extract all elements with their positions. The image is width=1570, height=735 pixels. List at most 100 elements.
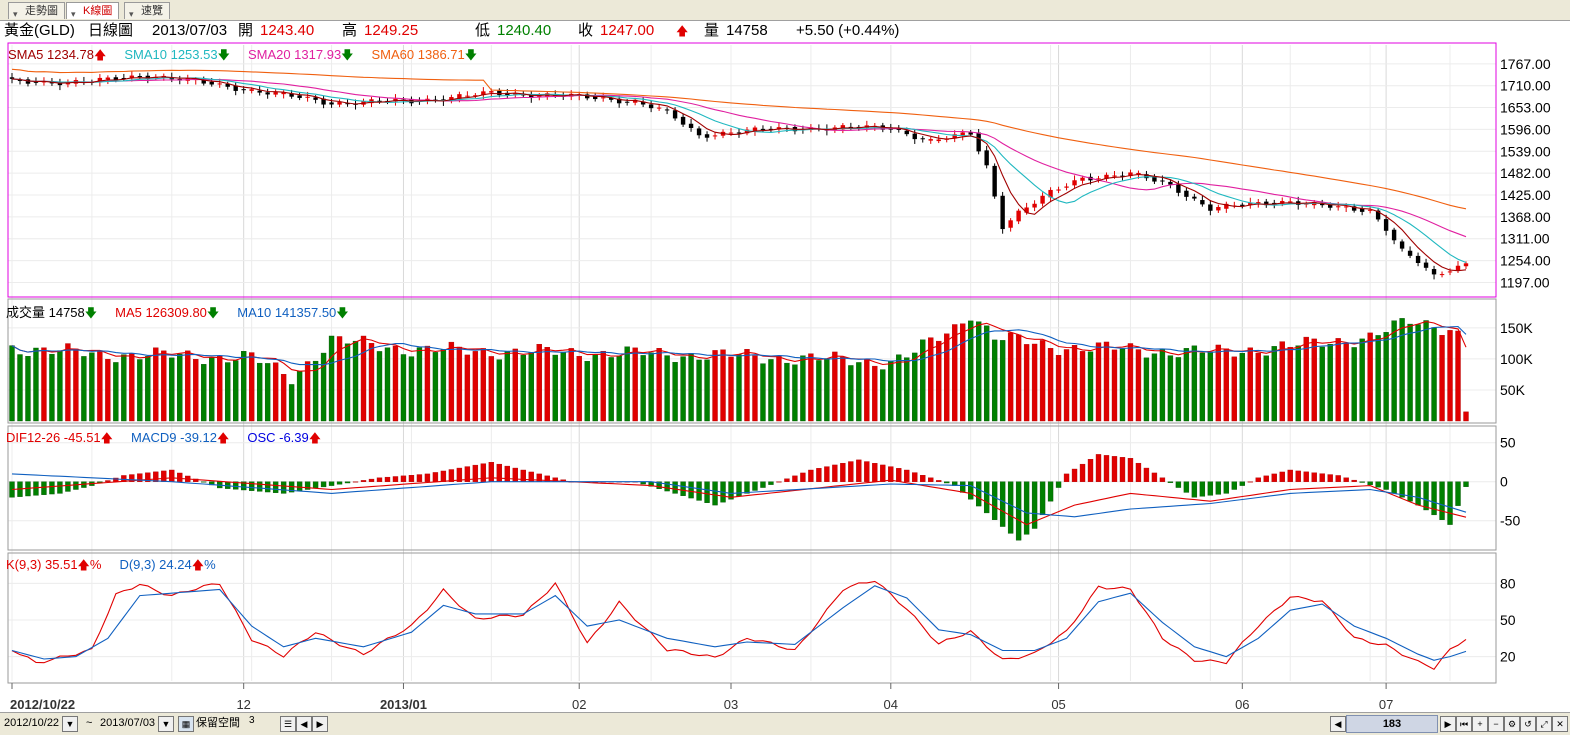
open-value: 1243.40 (260, 22, 315, 39)
osc-bar (41, 481, 47, 495)
volume-bar (760, 363, 766, 422)
volume-bar (472, 351, 479, 422)
osc-bar (280, 481, 287, 494)
close-icon[interactable]: ✕ (1552, 716, 1568, 732)
scroll-next-icon[interactable]: ▶ (1440, 716, 1456, 732)
osc-bar (272, 481, 279, 493)
scroll-left-icon[interactable]: ◀ (296, 716, 312, 732)
zoom-in-icon[interactable]: + (1472, 716, 1488, 732)
candle-body (624, 101, 630, 103)
zoom-out-icon[interactable]: − (1488, 716, 1504, 732)
osc-bar (808, 469, 814, 482)
x-tick-label: 02 (572, 697, 586, 712)
tab-icon: ▾ (129, 9, 134, 19)
volume-panel-frame (7, 298, 1497, 424)
candle-body (17, 80, 23, 82)
osc-bar (416, 474, 423, 482)
candle-body (632, 99, 638, 103)
candle-body (1176, 183, 1181, 193)
volume-bar (1247, 347, 1253, 422)
volume-ma10-line (11, 325, 1467, 366)
volume-bar (129, 353, 135, 422)
tab-overview[interactable]: ▾ 速覽 (124, 2, 170, 19)
kd-tick-label: 20 (1500, 649, 1516, 665)
candle-body (1152, 176, 1157, 182)
candle-body (840, 125, 846, 130)
osc-bar (1359, 481, 1365, 483)
kd-legend: K(9,3) 35.51🡅% D(9,3) 24.24🡅% (6, 556, 234, 577)
macd-legend: DIF12-26 -45.51🡅 MACD9 -39.12🡅 OSC -6.39🡅 (6, 429, 339, 450)
tab-trend-label: 走勢圖 (25, 5, 58, 17)
osc-bar (1191, 481, 1198, 498)
trend-arrow-icon: 🡅 (100, 431, 114, 445)
volume-value: 14758 (726, 22, 768, 39)
symbol-name: 黃金(GLD) (4, 22, 75, 39)
volume-bar (1063, 349, 1070, 422)
volume-legend: 成交量 14758🡇 MA5 126309.80🡇 MA10 141357.50🡇 (6, 302, 367, 325)
low-label: 低 (475, 22, 491, 39)
osc-bar (1079, 463, 1086, 482)
volume-bar (576, 356, 582, 422)
chart-kind: 日線圖 (88, 22, 134, 39)
volume-bar (161, 350, 167, 422)
candle-body (1072, 180, 1077, 186)
price-legend-item: SMA60 1386.71🡇 (372, 47, 478, 62)
volume-bar (9, 345, 15, 422)
osc-bar (672, 481, 678, 494)
candle-body (201, 79, 206, 84)
osc-bar (1071, 468, 1078, 482)
kd-tick-label: 50 (1500, 612, 1516, 628)
candle-body (1016, 210, 1021, 222)
volume-bar (944, 333, 950, 422)
volume-bar (824, 358, 830, 422)
volume-bar (632, 347, 638, 422)
calendar-icon[interactable]: ▦ (178, 716, 194, 732)
volume-bar (1007, 332, 1014, 422)
scroll-prev-icon[interactable]: ◀ (1330, 716, 1346, 732)
candle-body (896, 128, 901, 130)
osc-bar (872, 463, 878, 482)
settings-icon[interactable]: ⚙ (1504, 716, 1520, 732)
end-date[interactable]: 2013/07/03 (100, 717, 156, 729)
tab-trend[interactable]: ▾ 走勢圖 (8, 2, 65, 19)
tab-kline[interactable]: ▾ K線圖 (66, 2, 120, 19)
price-legend-text: SMA20 1317.93 (247, 47, 342, 62)
zoom-icon[interactable]: ☰ (280, 716, 296, 732)
scroll-right-icon[interactable]: ▶ (312, 716, 328, 732)
candle-body (585, 94, 590, 99)
k-line (11, 580, 1467, 671)
volume-bar (999, 340, 1006, 422)
volume-bar (1319, 346, 1325, 422)
osc-bar (480, 463, 487, 482)
reserve-space-value[interactable]: 3 (249, 715, 255, 726)
candle-body (345, 103, 350, 105)
osc-bar (256, 481, 263, 492)
fit-icon[interactable]: ⤢ (1536, 716, 1552, 732)
volume-bar (1079, 351, 1086, 422)
start-date-dropdown-icon[interactable]: ▼ (62, 716, 78, 732)
volume-bar (808, 353, 814, 422)
start-date[interactable]: 2012/10/22 (4, 717, 60, 729)
candle-body (992, 165, 997, 197)
osc-bar (1023, 481, 1030, 535)
volume-bar (296, 371, 303, 422)
candle-body (1423, 262, 1429, 268)
end-date-dropdown-icon[interactable]: ▼ (158, 716, 174, 732)
candle-body (904, 130, 909, 135)
volume-bar (896, 354, 902, 422)
first-icon[interactable]: ⏮ (1456, 716, 1472, 732)
candle-body (1367, 209, 1373, 211)
candle-body (241, 89, 246, 91)
volume-bar (241, 351, 247, 422)
candle-body (648, 104, 654, 109)
volume-bar (416, 347, 423, 422)
volume-legend-item: MA10 141357.50🡇 (237, 305, 348, 320)
stock-chart[interactable]: 2012/10/22 12 2013/01 02 03 04 05 06 071767.0017… (0, 41, 1570, 731)
volume-bar (272, 362, 279, 422)
volume-bar (1439, 335, 1445, 422)
osc-bar (792, 475, 798, 482)
candle-body (968, 132, 973, 135)
osc-bar (472, 464, 479, 482)
volume-bar (376, 351, 383, 422)
reset-icon[interactable]: ↺ (1520, 716, 1536, 732)
